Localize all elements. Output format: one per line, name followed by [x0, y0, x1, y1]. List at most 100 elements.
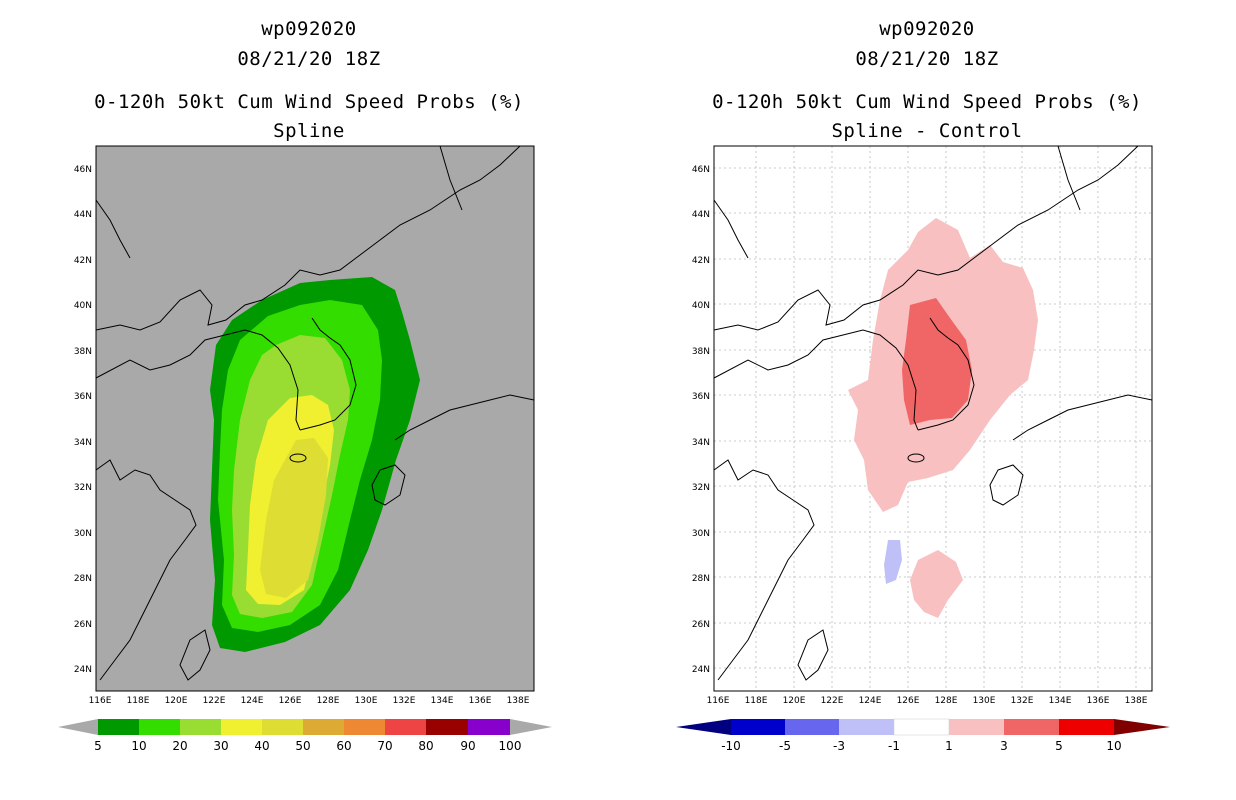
lat-tick: 36N: [74, 392, 92, 402]
lon-tick: 118E: [745, 696, 768, 706]
lon-tick: 138E: [507, 696, 530, 706]
lat-tick: 32N: [692, 483, 710, 493]
lon-tick: 128E: [317, 696, 340, 706]
right-colorbar: -10 -5 -3 -1 1 3 5 10: [676, 718, 1170, 753]
lat-tick: 38N: [74, 347, 92, 357]
colorbar-swatch: [839, 719, 894, 735]
lat-tick: 24N: [692, 665, 710, 675]
diff-contour-plus1b: [910, 550, 963, 618]
lat-axis: 24N 26N 28N 30N 32N 34N 36N 38N 40N 42N …: [692, 165, 710, 675]
lon-tick: 116E: [89, 696, 112, 706]
colorbar-swatch: [385, 719, 426, 735]
left-map-svg: 24N 26N 28N 30N 32N 34N 36N 38N 40N 42N …: [58, 145, 552, 753]
diff-contour-minus1: [884, 540, 902, 584]
colorbar-label: 40: [254, 739, 269, 753]
coastlines: [95, 145, 535, 681]
lat-tick: 34N: [692, 438, 710, 448]
colorbar-label: 60: [336, 739, 351, 753]
lon-tick: 134E: [1049, 696, 1072, 706]
lat-tick: 30N: [692, 529, 710, 539]
colorbar-swatch: [949, 719, 1004, 735]
colorbar-upper-arrow: [1114, 719, 1170, 735]
colorbar-swatch: [731, 719, 785, 735]
colorbar-label: 30: [213, 739, 228, 753]
colorbar-label: 10: [1106, 739, 1121, 753]
colorbar-swatch: [262, 719, 303, 735]
lon-tick: 124E: [241, 696, 264, 706]
panel-subtitle: Spline - Control: [831, 120, 1023, 142]
lon-tick: 130E: [973, 696, 996, 706]
lon-tick: 138E: [1125, 696, 1148, 706]
lat-tick: 30N: [74, 529, 92, 539]
colorbar-swatch: [1004, 719, 1059, 735]
colorbar-swatch: [344, 719, 385, 735]
lat-tick: 46N: [74, 165, 92, 175]
lat-axis: 24N 26N 28N 30N 32N 34N 36N 38N 40N 42N …: [74, 165, 92, 675]
lon-tick: 136E: [1087, 696, 1110, 706]
lon-tick: 130E: [355, 696, 378, 706]
colorbar-lower-arrow: [676, 719, 731, 735]
lat-tick: 32N: [74, 483, 92, 493]
colorbar-swatch: [303, 719, 344, 735]
colorbar-label: 20: [172, 739, 187, 753]
map-frame: [95, 145, 535, 692]
colorbar-label: 10: [131, 739, 146, 753]
right-panel: wp092020 08/21/20 18Z 0-120h 50kt Cum Wi…: [618, 0, 1236, 800]
lat-tick: 28N: [692, 574, 710, 584]
colorbar-label: 50: [295, 739, 310, 753]
probability-field: [210, 277, 420, 652]
colorbar-upper-arrow: [510, 719, 552, 735]
lon-tick: 122E: [203, 696, 226, 706]
lon-tick: 124E: [859, 696, 882, 706]
diff-contour-plus3: [902, 298, 972, 425]
lon-tick: 126E: [897, 696, 920, 706]
lon-axis: 116E 118E 120E 122E 124E 126E 128E 130E …: [89, 696, 530, 706]
colorbar-swatch: [180, 719, 221, 735]
map-frame: [713, 145, 1153, 692]
colorbar-label: -3: [833, 739, 845, 753]
lat-tick: 38N: [692, 347, 710, 357]
lat-tick: 40N: [74, 301, 92, 311]
lat-tick: 26N: [74, 620, 92, 630]
product-title: 0-120h 50kt Cum Wind Speed Probs (%): [712, 91, 1142, 113]
storm-id: wp092020: [261, 18, 357, 40]
colorbar-swatch: [785, 719, 839, 735]
product-title: 0-120h 50kt Cum Wind Speed Probs (%): [94, 91, 524, 113]
colorbar-swatch: [221, 719, 262, 735]
right-map-svg: 24N 26N 28N 30N 32N 34N 36N 38N 40N 42N …: [676, 145, 1170, 753]
lon-tick: 120E: [783, 696, 806, 706]
lon-tick: 122E: [821, 696, 844, 706]
lat-tick: 24N: [74, 665, 92, 675]
colorbar-label: -10: [721, 739, 741, 753]
lat-tick: 26N: [692, 620, 710, 630]
lon-axis: 116E 118E 120E 122E 124E 126E 128E 130E …: [707, 696, 1148, 706]
grid-lines: [714, 146, 1152, 691]
colorbar-label: 70: [377, 739, 392, 753]
colorbar-swatch: [98, 719, 139, 735]
storm-id: wp092020: [879, 18, 975, 40]
lon-tick: 126E: [279, 696, 302, 706]
lon-tick: 120E: [165, 696, 188, 706]
colorbar-label: 5: [1055, 739, 1063, 753]
lat-tick: 44N: [692, 210, 710, 220]
colorbar-swatch: [468, 719, 510, 735]
lat-tick: 42N: [692, 256, 710, 266]
colorbar-swatch: [139, 719, 180, 735]
lat-tick: 40N: [692, 301, 710, 311]
left-colorbar: 5 10 20 30 40 50 60 70 80 90 100: [58, 719, 552, 753]
datetime: 08/21/20 18Z: [237, 48, 381, 70]
colorbar-label: 80: [418, 739, 433, 753]
lat-tick: 42N: [74, 256, 92, 266]
difference-field: [848, 218, 1038, 618]
lat-tick: 46N: [692, 165, 710, 175]
prob-contour-40: [260, 438, 328, 598]
colorbar-label: 100: [499, 739, 522, 753]
lon-tick: 134E: [431, 696, 454, 706]
lat-tick: 34N: [74, 438, 92, 448]
lat-tick: 36N: [692, 392, 710, 402]
colorbar-lower-arrow: [58, 719, 98, 735]
panel-subtitle: Spline: [273, 120, 345, 142]
colorbar-label: -1: [888, 739, 900, 753]
datetime: 08/21/20 18Z: [855, 48, 999, 70]
left-panel: wp092020 08/21/20 18Z 0-120h 50kt Cum Wi…: [58, 18, 552, 753]
